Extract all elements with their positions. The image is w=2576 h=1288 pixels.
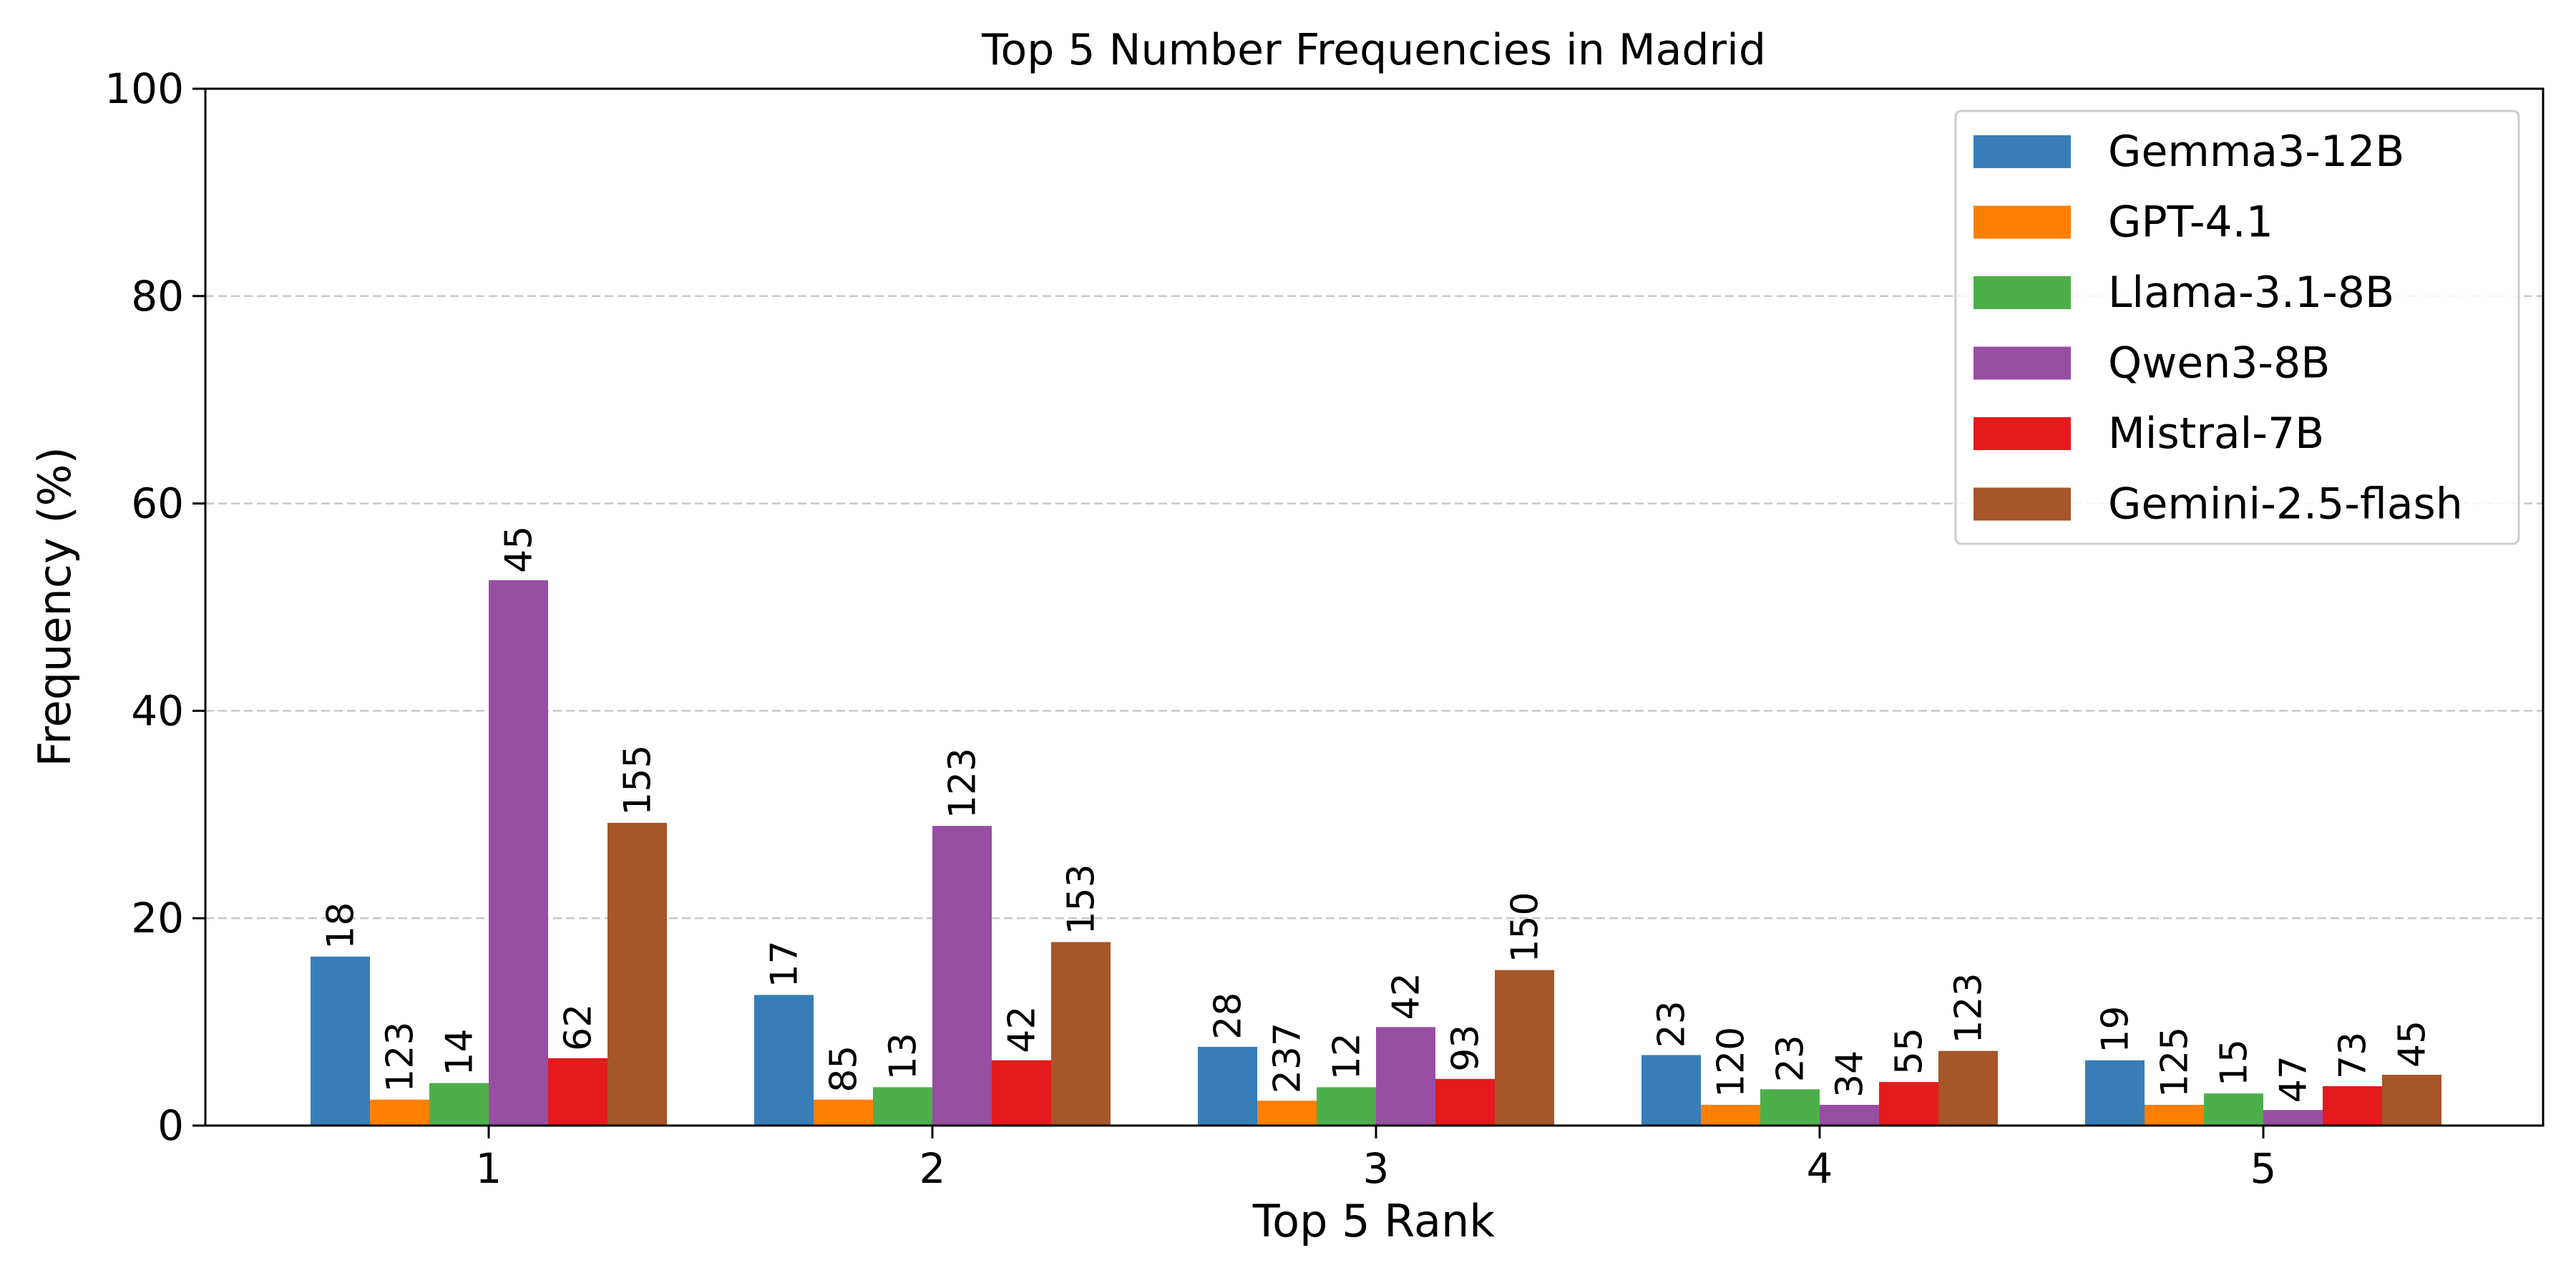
y-axis-label: Frequency (%) xyxy=(29,447,81,766)
bar-mistral-7b xyxy=(1879,1082,1938,1126)
bar-gemma3-12b xyxy=(1198,1046,1257,1126)
y-tick-label: 80 xyxy=(131,272,184,321)
bar-value-label: 150 xyxy=(1504,892,1547,962)
legend-label: GPT-4.1 xyxy=(2108,197,2273,248)
x-tick-label: 3 xyxy=(1363,1144,1390,1193)
legend-label: Gemini-2.5-flash xyxy=(2108,479,2463,530)
bar-value-label: 85 xyxy=(823,1045,866,1093)
bar-gpt-4-1 xyxy=(2145,1105,2204,1126)
legend-swatch xyxy=(1974,205,2071,239)
bar-value-label: 17 xyxy=(763,940,806,987)
bar-value-label: 13 xyxy=(882,1033,925,1080)
bar-gemini-2-5-flash xyxy=(1495,970,1554,1126)
bar-gemma3-12b xyxy=(2085,1060,2145,1126)
bar-gemini-2-5-flash xyxy=(1051,942,1111,1126)
bar-gemma3-12b xyxy=(754,995,814,1126)
bar-value-label: 62 xyxy=(557,1004,600,1051)
legend: Gemma3-12B GPT-4.1 Llama-3.1-8B Qwen3-8B Mis… xyxy=(1954,109,2520,545)
x-axis-label: Top 5 Rank xyxy=(1252,1195,1495,1247)
bar-gpt-4-1 xyxy=(370,1099,429,1126)
bar-value-label: 14 xyxy=(439,1028,482,1075)
bar-gemma3-12b xyxy=(1641,1055,1701,1126)
legend-swatch xyxy=(1974,276,2071,309)
bar-value-label: 45 xyxy=(2391,1020,2434,1068)
y-tick-label: 0 xyxy=(157,1101,184,1150)
legend-label: Qwen3-8B xyxy=(2108,338,2330,389)
bars xyxy=(311,580,2441,1126)
plot-frame xyxy=(204,87,2545,1127)
bar-qwen3-8b xyxy=(489,580,548,1126)
bar-value-label: 23 xyxy=(1770,1035,1813,1082)
bar-value-label: 125 xyxy=(2154,1027,2197,1098)
bar-mistral-7b xyxy=(2323,1085,2382,1126)
bar-value-label: 34 xyxy=(1829,1050,1872,1098)
bar-value-label: 28 xyxy=(1207,992,1250,1040)
y-axis-ticks: 0 20 40 60 80 100 xyxy=(104,64,205,1150)
legend-swatch xyxy=(1974,417,2071,450)
legend-label: Mistral-7B xyxy=(2108,409,2324,459)
bar-value-label: 23 xyxy=(1651,1000,1694,1048)
bar-gpt-4-1 xyxy=(1701,1105,1760,1126)
bar-value-label: 120 xyxy=(1710,1027,1753,1098)
legend-swatch xyxy=(1974,135,2071,168)
y-tick-label: 100 xyxy=(104,64,184,113)
legend-label: Llama-3.1-8B xyxy=(2108,268,2394,318)
bar-value-label: 73 xyxy=(2332,1032,2375,1079)
x-tick-label: 5 xyxy=(2250,1144,2277,1193)
x-tick-label: 2 xyxy=(919,1144,946,1193)
bar-gemini-2-5-flash xyxy=(1938,1050,1998,1126)
bar-value-label: 237 xyxy=(1267,1023,1309,1093)
legend-label: Gemma3-12B xyxy=(2108,127,2404,177)
legend-box xyxy=(1954,109,2520,545)
bar-gpt-4-1 xyxy=(814,1099,873,1126)
bar-gemma3-12b xyxy=(311,956,370,1126)
bar-qwen3-8b xyxy=(2263,1110,2323,1126)
bar-gpt-4-1 xyxy=(1257,1101,1317,1126)
bar-value-label: 155 xyxy=(617,745,660,816)
bar-llama-3-1-8b xyxy=(873,1087,932,1126)
bar-gemini-2-5-flash xyxy=(608,822,667,1126)
bar-value-labels: 18 123 14 45 62 155 17 85 13 123 42 153 28 237 12 42 93 1… xyxy=(320,526,2434,1103)
bar-value-label: 12 xyxy=(1326,1033,1369,1080)
bar-value-label: 47 xyxy=(2273,1055,2316,1103)
bar-llama-3-1-8b xyxy=(429,1083,489,1126)
bar-value-label: 18 xyxy=(320,902,363,950)
bar-value-label: 123 xyxy=(1948,972,1991,1043)
bar-llama-3-1-8b xyxy=(1317,1087,1376,1126)
bar-value-label: 19 xyxy=(2094,1006,2137,1053)
bar-value-label: 153 xyxy=(1060,864,1103,935)
bar-llama-3-1-8b xyxy=(1760,1089,1820,1126)
y-tick-label: 40 xyxy=(131,686,184,735)
y-tick-label: 60 xyxy=(131,479,184,528)
bar-mistral-7b xyxy=(548,1058,608,1126)
bar-mistral-7b xyxy=(992,1060,1051,1126)
bar-qwen3-8b xyxy=(1820,1105,1879,1126)
x-axis-ticks: 1 2 3 4 5 xyxy=(476,1126,2277,1193)
bar-value-label: 45 xyxy=(498,526,541,573)
y-tick-label: 20 xyxy=(131,894,184,942)
legend-swatch xyxy=(1974,487,2071,521)
bar-gemini-2-5-flash xyxy=(2382,1074,2441,1126)
chart-title: Top 5 Number Frequencies in Madrid xyxy=(981,25,1766,75)
bar-value-label: 93 xyxy=(1445,1025,1488,1072)
bar-qwen3-8b xyxy=(1376,1027,1435,1126)
bar-value-label: 15 xyxy=(2213,1039,2256,1086)
x-tick-label: 4 xyxy=(1807,1144,1833,1193)
bar-value-label: 123 xyxy=(379,1022,422,1093)
bar-value-label: 42 xyxy=(1385,972,1428,1020)
bar-qwen3-8b xyxy=(932,826,992,1126)
x-tick-label: 1 xyxy=(476,1144,502,1193)
legend-swatch xyxy=(1974,346,2071,380)
bar-value-label: 55 xyxy=(1888,1028,1931,1075)
bar-llama-3-1-8b xyxy=(2204,1093,2263,1126)
bar-value-label: 42 xyxy=(1001,1006,1044,1053)
bar-mistral-7b xyxy=(1435,1078,1495,1126)
bar-value-label: 123 xyxy=(942,748,985,819)
